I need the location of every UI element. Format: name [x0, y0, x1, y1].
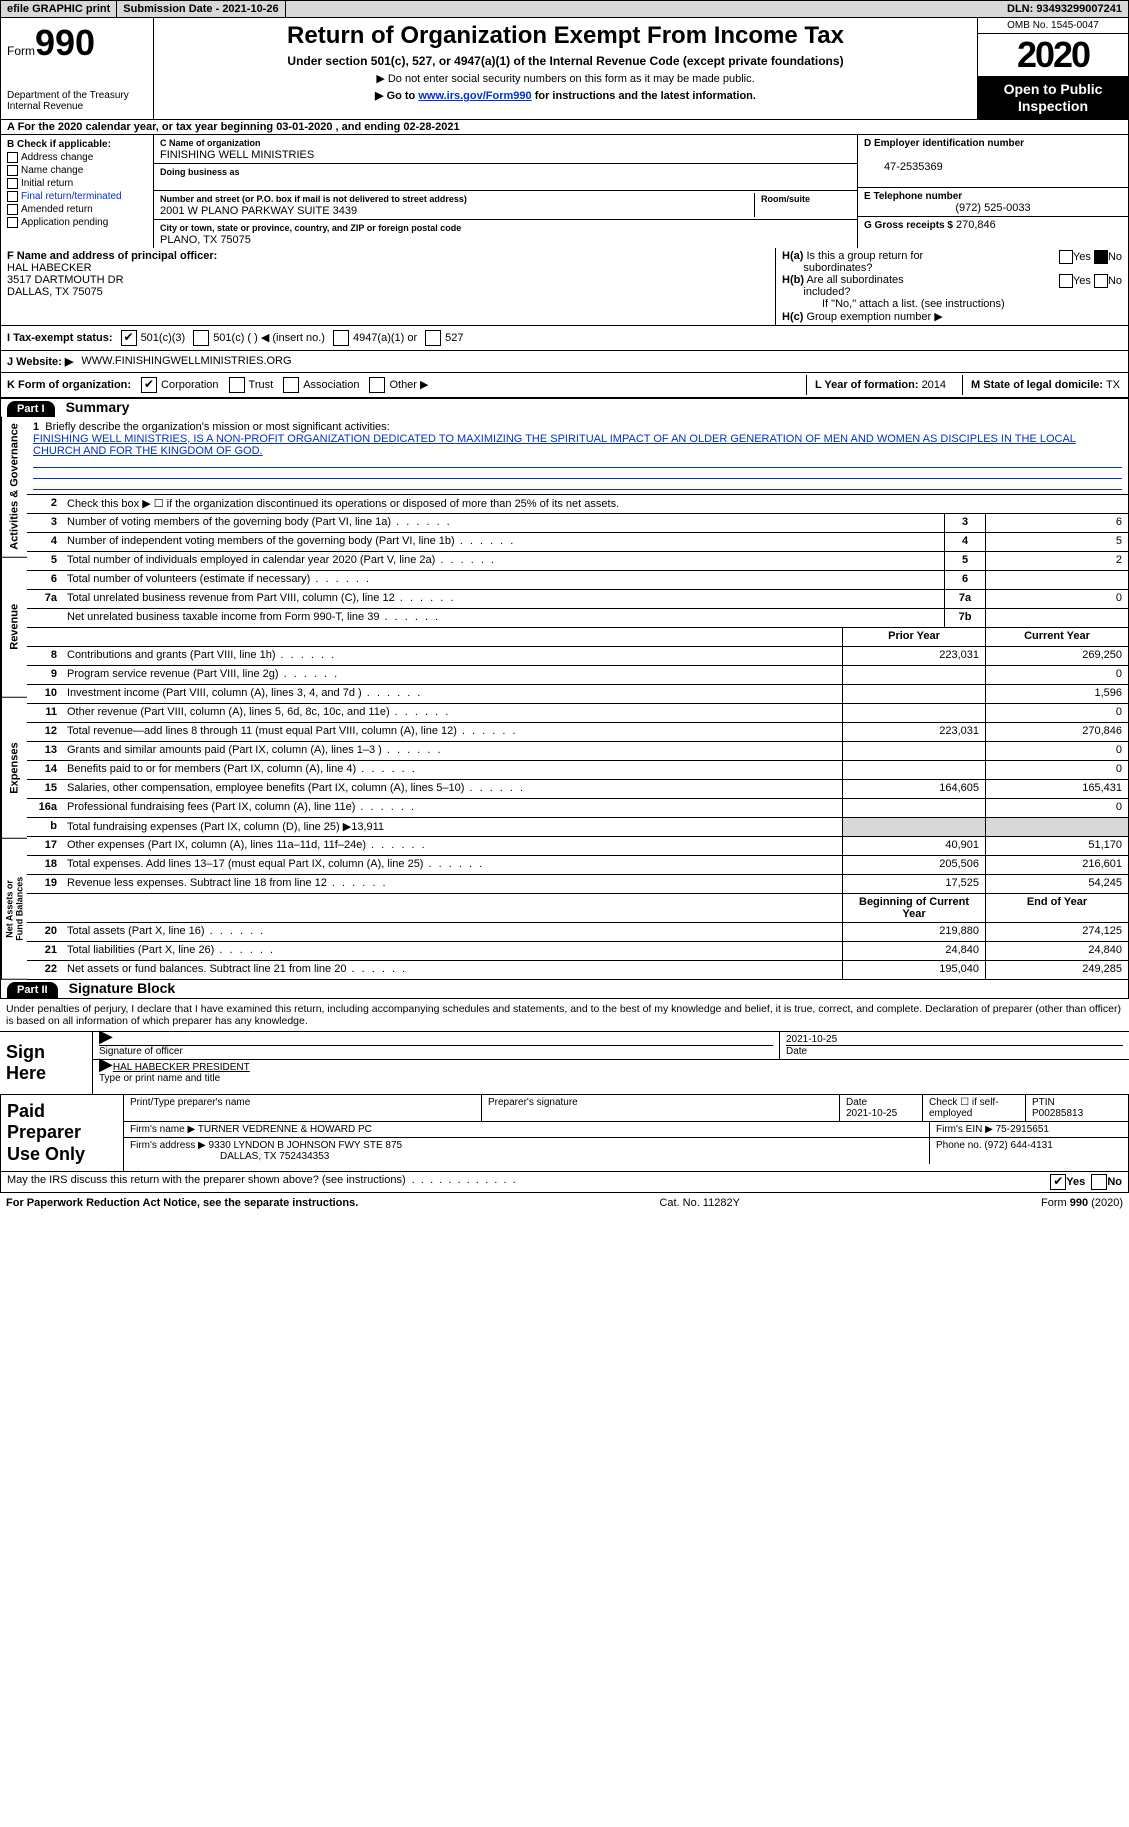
- line-3: 3Number of voting members of the governi…: [27, 514, 1128, 533]
- box-f-h: F Name and address of principal officer:…: [0, 248, 1129, 326]
- line-b: bTotal fundraising expenses (Part IX, co…: [27, 818, 1128, 837]
- line-8: 8Contributions and grants (Part VIII, li…: [27, 647, 1128, 666]
- row-j: J Website: ▶ WWW.FINISHINGWELLMINISTRIES…: [0, 351, 1129, 373]
- line-15: 15Salaries, other compensation, employee…: [27, 780, 1128, 799]
- form-label: Form990: [7, 22, 147, 64]
- dept-label: Department of the Treasury Internal Reve…: [7, 90, 147, 112]
- omb-number: OMB No. 1545-0047: [978, 18, 1128, 34]
- org-address: 2001 W PLANO PARKWAY SUITE 3439: [160, 205, 357, 217]
- col-headers-rev: Prior Year Current Year: [27, 628, 1128, 647]
- irs-link[interactable]: www.irs.gov/Form990: [418, 90, 531, 102]
- tax-year: 2020: [978, 34, 1128, 77]
- line-6: 6Total number of volunteers (estimate if…: [27, 571, 1128, 590]
- signer-name: HAL HABECKER PRESIDENT: [113, 1062, 250, 1073]
- line-14: 14Benefits paid to or for members (Part …: [27, 761, 1128, 780]
- line-16a: 16aProfessional fundraising fees (Part I…: [27, 799, 1128, 818]
- line-9: 9Program service revenue (Part VIII, lin…: [27, 666, 1128, 685]
- form-header: Form990 Department of the Treasury Inter…: [0, 18, 1129, 120]
- line-18: 18Total expenses. Add lines 13–17 (must …: [27, 856, 1128, 875]
- line-22: 22Net assets or fund balances. Subtract …: [27, 961, 1128, 980]
- line-10: 10Investment income (Part VIII, column (…: [27, 685, 1128, 704]
- line-5: 5Total number of individuals employed in…: [27, 552, 1128, 571]
- top-bar: efile GRAPHIC print Submission Date - 20…: [0, 0, 1129, 18]
- tab-revenue: Revenue: [1, 557, 27, 698]
- ein-value: 47-2535369: [864, 161, 943, 173]
- paid-preparer: Paid Preparer Use Only Print/Type prepar…: [0, 1095, 1129, 1173]
- note-ssn: ▶ Do not enter social security numbers o…: [160, 72, 971, 85]
- form-subtitle: Under section 501(c), 527, or 4947(a)(1)…: [160, 54, 971, 68]
- mission-box: 1 Briefly describe the organization's mi…: [27, 417, 1128, 495]
- mission-text: FINISHING WELL MINISTRIES, IS A NON-PROF…: [33, 433, 1122, 457]
- line-21: 21Total liabilities (Part X, line 26)24,…: [27, 942, 1128, 961]
- line-12: 12Total revenue—add lines 8 through 11 (…: [27, 723, 1128, 742]
- penalty-statement: Under penalties of perjury, I declare th…: [0, 999, 1129, 1031]
- dln: DLN: 93493299007241: [1001, 1, 1128, 17]
- line-4: 4Number of independent voting members of…: [27, 533, 1128, 552]
- line-7b: Net unrelated business taxable income fr…: [27, 609, 1128, 628]
- part1-tag: Part I: [7, 401, 55, 417]
- row-k-lm: K Form of organization: Corporation Trus…: [0, 373, 1129, 398]
- efile-print[interactable]: efile GRAPHIC print: [1, 1, 117, 17]
- part1-title: Summary: [66, 399, 130, 415]
- tab-net-assets: Net Assets or Fund Balances: [1, 839, 27, 980]
- phone-value: (972) 525-0033: [864, 202, 1122, 214]
- discuss-row: May the IRS discuss this return with the…: [0, 1172, 1129, 1193]
- section-b-g: B Check if applicable: Address change Na…: [0, 135, 1129, 248]
- gross-receipts: 270,846: [956, 219, 996, 231]
- website-value: WWW.FINISHINGWELLMINISTRIES.ORG: [81, 355, 291, 367]
- org-city: PLANO, TX 75075: [160, 234, 251, 246]
- line-20: 20Total assets (Part X, line 16)219,8802…: [27, 923, 1128, 942]
- tax-period: A For the 2020 calendar year, or tax yea…: [0, 120, 1129, 135]
- line-2: 2Check this box ▶ ☐ if the organization …: [27, 495, 1128, 514]
- part2-title: Signature Block: [69, 980, 176, 996]
- page-footer: For Paperwork Reduction Act Notice, see …: [0, 1193, 1129, 1213]
- line-17: 17Other expenses (Part IX, column (A), l…: [27, 837, 1128, 856]
- summary-section: Activities & Governance Revenue Expenses…: [0, 417, 1129, 980]
- col-headers-net: Beginning of Current Year End of Year: [27, 894, 1128, 923]
- box-b: B Check if applicable: Address change Na…: [1, 135, 154, 248]
- tab-governance: Activities & Governance: [1, 417, 27, 558]
- line-7a: 7aTotal unrelated business revenue from …: [27, 590, 1128, 609]
- open-public-badge: Open to Public Inspection: [978, 77, 1128, 119]
- sign-here-label: Sign Here: [0, 1032, 93, 1094]
- form-title: Return of Organization Exempt From Incom…: [160, 22, 971, 50]
- note-link: ▶ Go to www.irs.gov/Form990 for instruct…: [160, 89, 971, 102]
- submission-date: Submission Date - 2021-10-26: [117, 1, 285, 17]
- line-13: 13Grants and similar amounts paid (Part …: [27, 742, 1128, 761]
- line-19: 19Revenue less expenses. Subtract line 1…: [27, 875, 1128, 894]
- line-11: 11Other revenue (Part VIII, column (A), …: [27, 704, 1128, 723]
- officer-name: HAL HABECKER: [7, 262, 769, 274]
- org-name: FINISHING WELL MINISTRIES: [160, 149, 314, 161]
- row-i: I Tax-exempt status: 501(c)(3) 501(c) ( …: [0, 326, 1129, 351]
- part2-tag: Part II: [7, 982, 58, 998]
- tab-expenses: Expenses: [1, 698, 27, 839]
